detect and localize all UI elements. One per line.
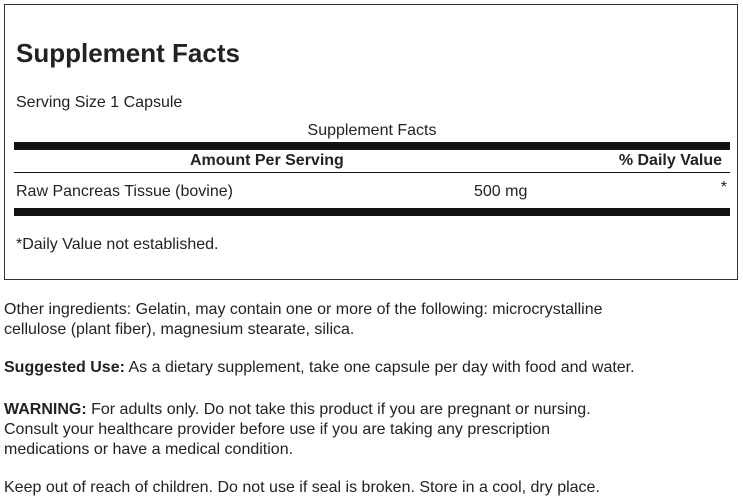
paragraph-line: cellulose (plant fiber), magnesium stear… <box>4 320 354 340</box>
paragraph-text: Keep out of reach of children. Do not us… <box>4 479 600 496</box>
facts-box <box>4 4 738 280</box>
paragraph-line: Suggested Use: As a dietary supplement, … <box>4 358 635 378</box>
paragraph-text: Other ingredients: Gelatin, may contain … <box>4 301 603 318</box>
thick-rule <box>14 208 730 216</box>
table-caption: Supplement Facts <box>307 122 437 139</box>
paragraph-text: Consult your healthcare provider before … <box>4 421 551 438</box>
daily-value: * <box>720 179 727 196</box>
column-header: % Daily Value <box>618 152 722 169</box>
paragraph-text: For adults only. Do not take this produc… <box>86 401 591 418</box>
thin-rule <box>14 172 730 173</box>
serving-size: Serving Size 1 Capsule <box>16 94 183 111</box>
footnote: *Daily Value not established. <box>16 236 219 253</box>
thick-rule <box>14 142 730 150</box>
paragraph-text: medications or have a medical condition. <box>4 441 294 458</box>
paragraph-line: medications or have a medical condition. <box>4 440 293 460</box>
paragraph-line: WARNING: For adults only. Do not take th… <box>4 400 591 420</box>
paragraph-line: Keep out of reach of children. Do not us… <box>4 478 600 498</box>
paragraph-text: As a dietary supplement, take one capsul… <box>124 359 635 376</box>
ingredient-name: Raw Pancreas Tissue (bovine) <box>16 183 233 200</box>
column-header: Amount Per Serving <box>190 152 344 169</box>
ingredient-amount: 500 mg <box>474 183 528 200</box>
paragraph-line: Consult your healthcare provider before … <box>4 420 550 440</box>
paragraph-text: cellulose (plant fiber), magnesium stear… <box>4 321 355 338</box>
facts-title: Supplement Facts <box>16 38 240 68</box>
paragraph-line: Other ingredients: Gelatin, may contain … <box>4 300 603 320</box>
paragraph-label: Suggested Use: <box>4 359 125 376</box>
paragraph-label: WARNING: <box>4 401 87 418</box>
